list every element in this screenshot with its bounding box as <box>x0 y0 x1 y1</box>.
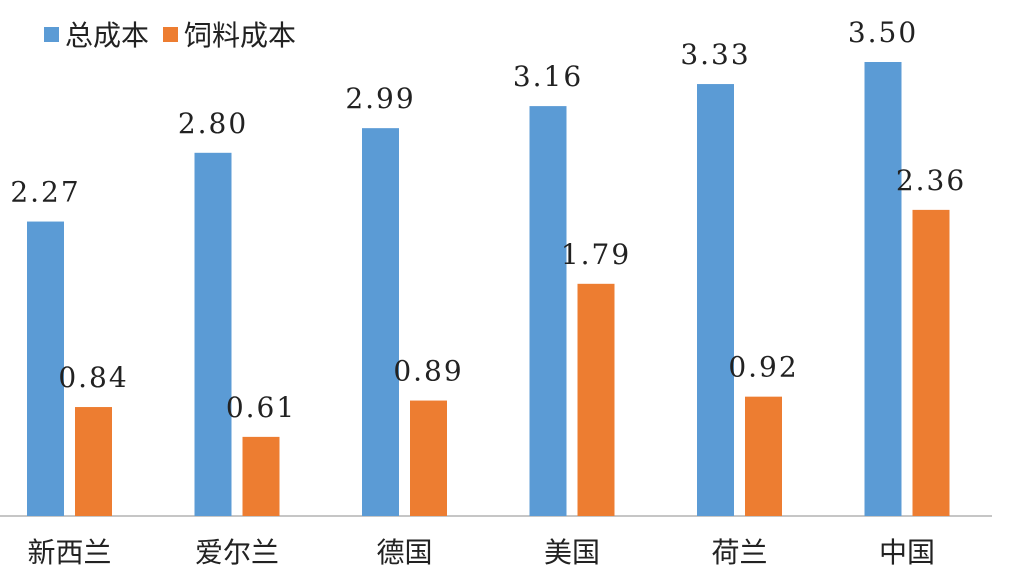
bar-feed-2 <box>410 400 447 516</box>
data-label-feed-1: 0.61 <box>226 391 296 424</box>
bar-total-4 <box>697 84 734 517</box>
data-label-feed-3: 1.79 <box>561 238 631 271</box>
legend-swatch-total <box>44 26 59 42</box>
legend-swatch-feed <box>163 26 179 42</box>
bar-total-3 <box>529 106 567 517</box>
bar-total-1 <box>194 152 232 517</box>
x-tick-label-3: 美国 <box>544 536 600 569</box>
legend-label-total: 总成本 <box>65 19 150 52</box>
chart-legend: 总成本 饲料成本 <box>44 14 310 54</box>
x-tick-label-0: 新西兰 <box>27 536 111 569</box>
bar-feed-5 <box>912 209 950 517</box>
data-label-feed-0: 0.84 <box>58 361 128 394</box>
data-label-total-1: 2.80 <box>178 107 248 140</box>
bar-feed-3 <box>577 283 615 516</box>
data-label-feed-2: 0.89 <box>393 355 463 388</box>
data-label-total-0: 2.27 <box>10 176 80 209</box>
x-tick-label-1: 爱尔兰 <box>195 536 279 569</box>
data-label-total-5: 3.50 <box>848 16 918 49</box>
data-label-total-3: 3.16 <box>513 60 583 93</box>
x-tick-label-4: 荷兰 <box>711 536 767 569</box>
data-label-total-2: 2.99 <box>345 82 415 115</box>
data-label-feed-5: 2.36 <box>896 164 966 197</box>
bar-feed-0 <box>75 407 112 516</box>
legend-item-feed: 饲料成本 <box>163 14 296 54</box>
x-tick-label-5: 中国 <box>879 536 935 569</box>
bar-feed-4 <box>745 396 782 516</box>
bar-total-5 <box>864 62 902 516</box>
data-label-total-4: 3.33 <box>680 38 750 71</box>
x-tick-label-2: 德国 <box>376 536 432 569</box>
bar-total-0 <box>27 221 64 516</box>
legend-label-feed: 饲料成本 <box>184 19 297 52</box>
bar-feed-1 <box>242 436 280 516</box>
legend-item-total: 总成本 <box>44 14 149 54</box>
bar-total-2 <box>362 128 399 516</box>
data-label-feed-4: 0.92 <box>728 351 798 384</box>
